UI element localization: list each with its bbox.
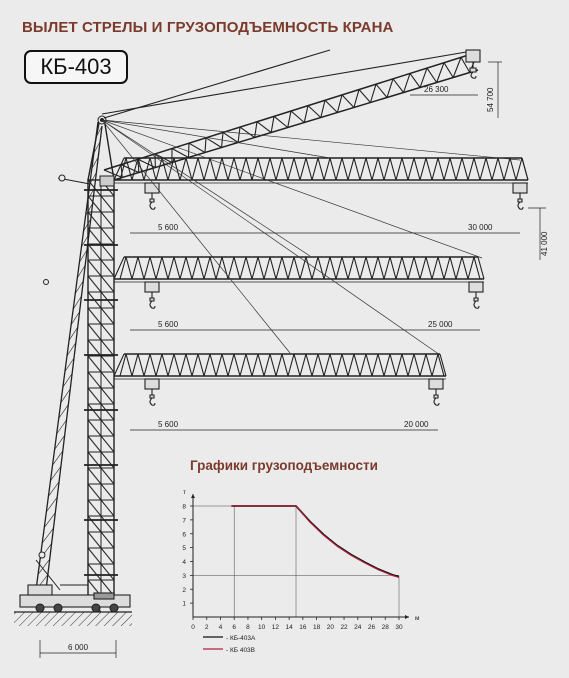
jib-2 [113,256,485,309]
dimension-lines [39,61,546,658]
x-tick-label: 4 [219,624,223,631]
horizontal-jibs [113,157,529,406]
y-tick-label: 6 [182,531,186,538]
x-tick-label: 26 [368,624,376,631]
x-tick-label: 28 [382,624,390,631]
x-axis-arrow [405,615,409,619]
ground [14,611,132,626]
series-line-1 [231,505,400,578]
legend-label-2: - КБ 403В [226,647,255,654]
hook-far [468,281,484,309]
hook-near [144,281,160,309]
x-axis-label: м [415,615,420,622]
dim-base-width: 6 000 [68,643,89,652]
dim-boom-height: 41 000 [540,231,549,256]
dim-luffing-height: 54 700 [486,87,495,112]
dim-jib3-min: 5 600 [158,420,179,429]
x-tick-label: 8 [246,624,250,631]
x-tick-label: 16 [299,624,307,631]
x-tick-label: 6 [232,624,236,631]
hook-far [428,378,444,406]
dim-jib1-max: 30 000 [468,223,493,232]
x-tick-label: 18 [313,624,321,631]
y-tick-label: 1 [182,601,186,608]
legend-label-1: - КБ-403А [226,635,256,642]
x-tick-label: 10 [258,624,266,631]
series-line-2 [231,505,400,579]
y-axis-label: т [183,489,186,496]
crane-strut [35,121,103,591]
dim-jib2-max: 25 000 [428,320,453,329]
x-tick-label: 22 [340,624,348,631]
chart-title: Графики грузоподъемности [190,458,378,473]
crane-chassis [19,584,131,613]
dim-luffing-reach: 26 300 [424,85,449,94]
y-tick-label: 4 [182,559,186,566]
y-axis-arrow [191,494,195,498]
jib-3 [113,353,447,406]
x-tick-label: 12 [272,624,280,631]
hook-near [144,378,160,406]
luffing-boom [101,49,481,181]
x-tick-label: 0 [191,624,195,631]
x-tick-label: 30 [395,624,403,631]
hook-far [512,182,528,210]
page-title: ВЫЛЕТ СТРЕЛЫ И ГРУЗОПОДЪЕМНОСТЬ КРАНА [22,19,394,36]
jib-1 [113,157,529,210]
y-tick-label: 3 [182,573,186,580]
y-tick-label: 8 [182,504,186,511]
x-tick-label: 14 [286,624,294,631]
y-tick-label: 5 [182,545,186,552]
dim-jib1-min: 5 600 [158,223,179,232]
y-tick-label: 7 [182,517,186,524]
x-tick-label: 2 [205,624,209,631]
x-tick-label: 20 [327,624,335,631]
x-tick-label: 24 [354,624,362,631]
dim-jib2-min: 5 600 [158,320,179,329]
hook-near [144,182,160,210]
model-label: КБ-403 [24,50,128,84]
y-tick-label: 2 [182,587,186,594]
dim-jib3-max: 20 000 [404,420,429,429]
